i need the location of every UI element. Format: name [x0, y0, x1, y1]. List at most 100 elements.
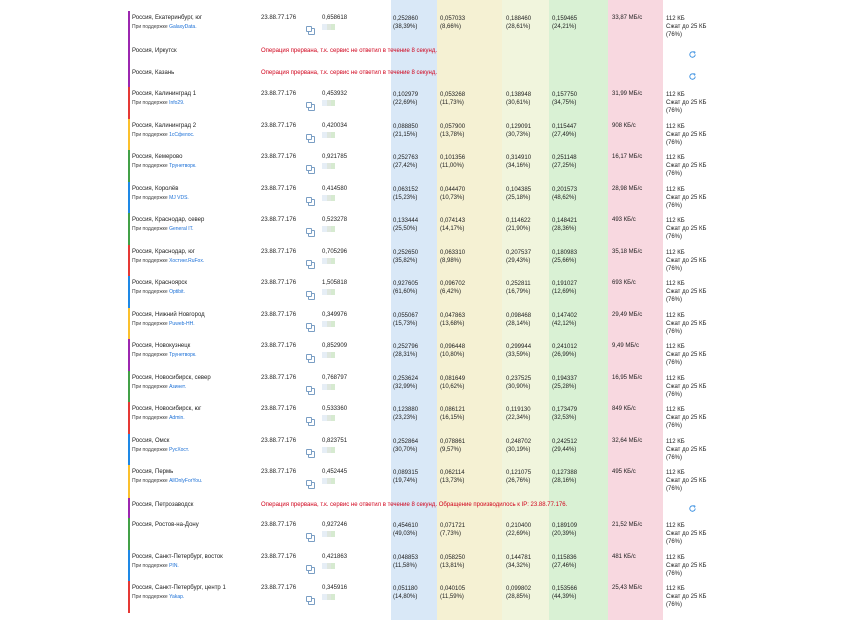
column-bg-2 — [437, 0, 502, 620]
sponsor-link[interactable]: Puweb-HH. — [169, 321, 195, 327]
copy-icon[interactable] — [306, 197, 315, 206]
row-color-bar — [128, 150, 130, 182]
timing-cell-2: 0,058250 (13,81%) — [440, 554, 465, 570]
sponsor-link[interactable]: 1сСфелос. — [169, 132, 195, 138]
copy-icon[interactable] — [306, 565, 315, 574]
size-value: 112 КБ — [666, 344, 685, 350]
timing-percent: (27,46%) — [552, 563, 577, 569]
timing-value: 0,194337 — [552, 376, 578, 382]
timing-minibar — [322, 447, 335, 453]
copy-icon[interactable] — [306, 480, 315, 489]
compression-ratio: (76%) — [666, 539, 683, 545]
sponsor-link[interactable]: Трунетворк. — [169, 163, 197, 169]
timing-percent: (30,61%) — [506, 100, 531, 106]
sponsor-link[interactable]: Хостинг.RuFox. — [169, 258, 205, 264]
row-color-bar — [128, 213, 130, 245]
timing-value: 0,053268 — [440, 92, 466, 98]
location-name: Россия, Красноярск — [132, 280, 188, 286]
timing-minibar — [322, 132, 335, 138]
timing-minibar — [322, 226, 335, 232]
row-color-bar — [128, 11, 130, 44]
copy-icon[interactable] — [306, 228, 315, 237]
sponsor-link[interactable]: MJ VDS. — [169, 195, 189, 201]
copy-icon[interactable] — [306, 386, 315, 395]
reload-icon[interactable] — [688, 50, 697, 59]
sponsor-link[interactable]: РусХост. — [169, 447, 190, 453]
timing-percent: (25,28%) — [552, 384, 577, 390]
timing-value: 0,210400 — [506, 523, 532, 529]
timing-percent: (33,59%) — [506, 352, 531, 358]
total-time: 0,414580 — [322, 186, 348, 192]
location-name: Россия, Петрозаводск — [132, 502, 194, 508]
sponsor-label: При поддержке — [132, 195, 168, 201]
sponsor-line: При поддержке Трунетворк. — [132, 352, 197, 358]
sponsor-link[interactable]: General IT. — [169, 226, 194, 232]
timing-minibar — [322, 321, 335, 327]
timing-percent: (27,42%) — [393, 163, 418, 169]
timing-cell-1: 0,055067 (15,73%) — [393, 312, 418, 328]
sponsor-link[interactable]: GalaxyData. — [169, 24, 197, 30]
timing-cell-2: 0,081649 (10,62%) — [440, 375, 465, 391]
sponsor-link[interactable]: Yakap. — [169, 594, 185, 600]
timing-cell-3: 0,119130 (22,34%) — [506, 406, 531, 422]
size-value: 112 КБ — [666, 376, 685, 382]
timing-value: 0,927605 — [393, 281, 419, 287]
copy-icon[interactable] — [306, 533, 315, 542]
timing-percent: (9,57%) — [440, 447, 462, 453]
timing-percent: (20,39%) — [552, 531, 577, 537]
copy-icon[interactable] — [306, 596, 315, 605]
copy-icon[interactable] — [306, 417, 315, 426]
sponsor-link[interactable]: AllOnlyForYou. — [169, 478, 203, 484]
timing-percent: (27,25%) — [552, 163, 577, 169]
reload-icon[interactable] — [688, 504, 697, 513]
copy-icon[interactable] — [306, 165, 315, 174]
reload-icon[interactable] — [688, 72, 697, 81]
location-name: Россия, Омск — [132, 438, 170, 444]
size-value: 112 КБ — [666, 470, 685, 476]
timing-percent: (25,50%) — [393, 226, 418, 232]
compression-ratio: (76%) — [666, 486, 683, 492]
sponsor-link[interactable]: Трунетворк. — [169, 352, 197, 358]
copy-icon[interactable] — [306, 26, 315, 35]
sponsor-link[interactable]: PIN. — [169, 563, 179, 569]
sponsor-link[interactable]: Admin. — [169, 415, 185, 421]
copy-icon[interactable] — [306, 323, 315, 332]
copy-icon[interactable] — [306, 449, 315, 458]
table-row: Россия, Новосибирск, север При поддержке … — [128, 371, 718, 402]
size-cell: 112 КБ Сжат до 25 КБ (76%) — [666, 186, 706, 210]
location-name: Россия, Екатеринбург, юг — [132, 15, 203, 21]
sponsor-label: При поддержке — [132, 594, 168, 600]
sponsor-link[interactable]: Optibit. — [169, 289, 185, 295]
table-row: Россия, Екатеринбург, юг При поддержке Ga… — [128, 11, 718, 44]
ip-address: 23.88.77.176 — [261, 249, 297, 255]
copy-icon[interactable] — [306, 260, 315, 269]
ip-address: 23.88.77.176 — [261, 154, 297, 160]
timing-cell-1: 0,252860 (38,39%) — [393, 15, 418, 31]
timing-cell-1: 0,133444 (25,50%) — [393, 217, 418, 233]
location-name: Россия, Калининград 2 — [132, 123, 197, 129]
timing-value: 0,138948 — [506, 92, 532, 98]
timing-cell-2: 0,053268 (11,73%) — [440, 91, 465, 107]
sponsor-label: При поддержке — [132, 289, 168, 295]
sponsor-link[interactable]: Info29. — [169, 100, 185, 106]
timing-percent: (30,70%) — [393, 447, 418, 453]
size-value: 112 КБ — [666, 439, 685, 445]
copy-icon[interactable] — [306, 102, 315, 111]
timing-value: 0,081649 — [440, 376, 466, 382]
timing-minibar — [322, 478, 335, 484]
compressed-size: Сжат до 25 КБ — [666, 321, 707, 327]
row-color-bar — [128, 44, 130, 66]
copy-icon[interactable] — [306, 134, 315, 143]
download-speed: 29,49 МБ/с — [612, 312, 643, 318]
sponsor-link[interactable]: Азинет. — [169, 384, 187, 390]
ip-address: 23.88.77.176 — [261, 15, 297, 21]
copy-icon[interactable] — [306, 354, 315, 363]
download-speed: 35,18 МБ/с — [612, 249, 643, 255]
timing-value: 0,119130 — [506, 407, 531, 413]
copy-icon[interactable] — [306, 291, 315, 300]
size-cell: 112 КБ Сжат до 25 КБ (76%) — [666, 585, 706, 609]
timing-value: 0,055067 — [393, 313, 419, 319]
ip-address: 23.88.77.176 — [261, 585, 297, 591]
timing-value: 0,089315 — [393, 470, 419, 476]
